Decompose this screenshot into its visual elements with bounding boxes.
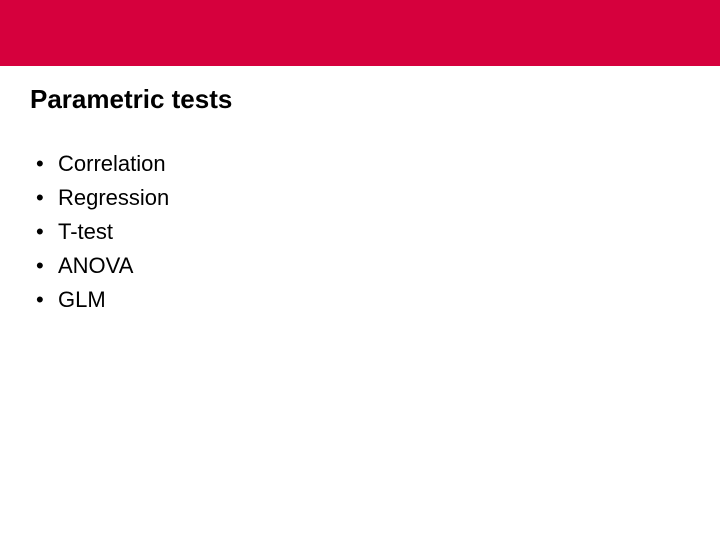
list-item: • Correlation	[30, 151, 690, 177]
bullet-text: Regression	[58, 185, 169, 211]
slide-content: Parametric tests • Correlation • Regress…	[0, 66, 720, 339]
bullet-list: • Correlation • Regression • T-test • AN…	[30, 151, 690, 313]
bullet-icon: •	[30, 253, 58, 279]
bullet-icon: •	[30, 151, 58, 177]
bullet-text: GLM	[58, 287, 106, 313]
list-item: • ANOVA	[30, 253, 690, 279]
bullet-icon: •	[30, 185, 58, 211]
bullet-icon: •	[30, 219, 58, 245]
bullet-text: Correlation	[58, 151, 166, 177]
header-bar	[0, 0, 720, 66]
list-item: • T-test	[30, 219, 690, 245]
slide-title: Parametric tests	[30, 84, 690, 115]
list-item: • GLM	[30, 287, 690, 313]
bullet-icon: •	[30, 287, 58, 313]
bullet-text: ANOVA	[58, 253, 133, 279]
bullet-text: T-test	[58, 219, 113, 245]
list-item: • Regression	[30, 185, 690, 211]
